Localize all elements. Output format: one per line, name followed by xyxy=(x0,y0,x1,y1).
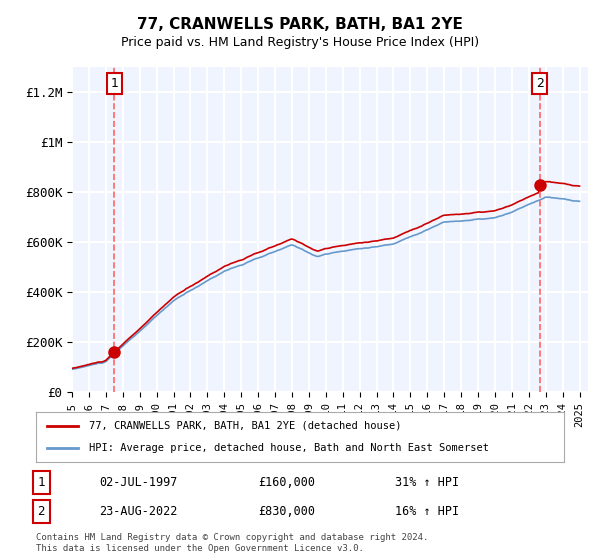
Text: 31% ↑ HPI: 31% ↑ HPI xyxy=(395,477,459,489)
Text: 2: 2 xyxy=(38,505,45,517)
Text: 77, CRANWELLS PARK, BATH, BA1 2YE (detached house): 77, CRANWELLS PARK, BATH, BA1 2YE (detac… xyxy=(89,421,401,431)
Text: Contains HM Land Registry data © Crown copyright and database right 2024.
This d: Contains HM Land Registry data © Crown c… xyxy=(36,533,428,553)
Text: HPI: Average price, detached house, Bath and North East Somerset: HPI: Average price, detached house, Bath… xyxy=(89,443,489,453)
Text: 2: 2 xyxy=(536,77,544,90)
Text: 16% ↑ HPI: 16% ↑ HPI xyxy=(395,505,459,517)
Text: Price paid vs. HM Land Registry's House Price Index (HPI): Price paid vs. HM Land Registry's House … xyxy=(121,36,479,49)
Text: 1: 1 xyxy=(38,477,45,489)
Text: £160,000: £160,000 xyxy=(258,477,315,489)
Text: 77, CRANWELLS PARK, BATH, BA1 2YE: 77, CRANWELLS PARK, BATH, BA1 2YE xyxy=(137,17,463,32)
Text: £830,000: £830,000 xyxy=(258,505,315,517)
Text: 23-AUG-2022: 23-AUG-2022 xyxy=(100,505,178,517)
Text: 1: 1 xyxy=(110,77,118,90)
Text: 02-JUL-1997: 02-JUL-1997 xyxy=(100,477,178,489)
